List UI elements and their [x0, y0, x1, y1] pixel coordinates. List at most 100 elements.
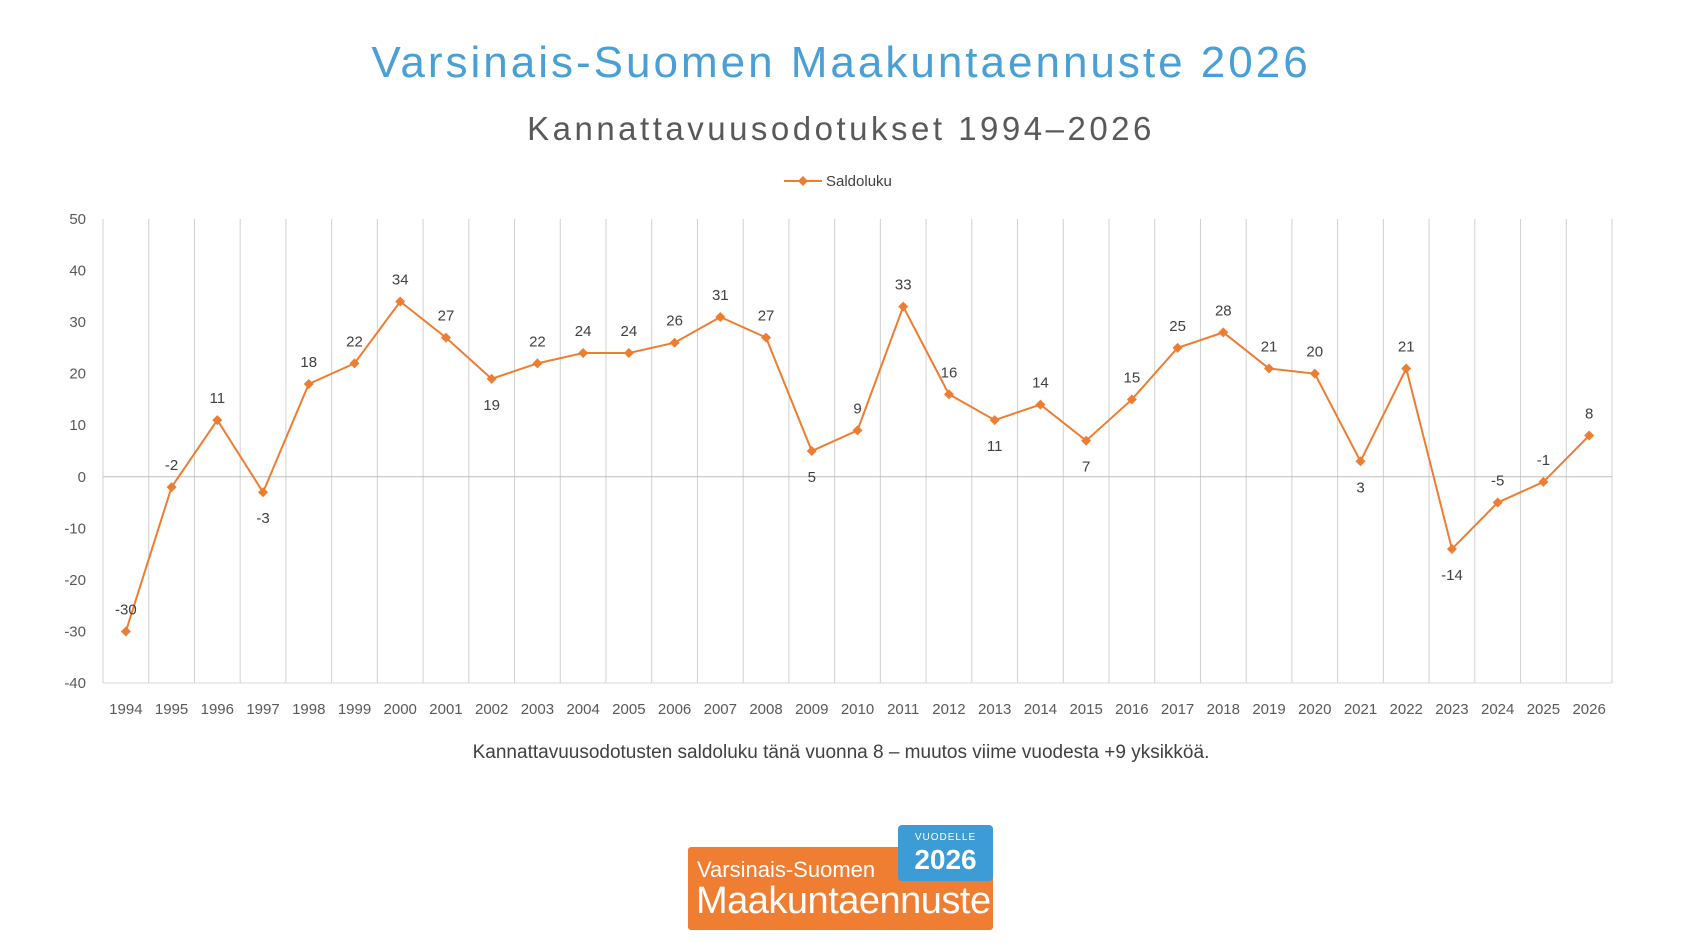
data-point	[989, 415, 1000, 426]
data-label: 24	[621, 323, 638, 340]
data-label: -5	[1491, 473, 1504, 490]
x-tick-label: 2003	[521, 701, 554, 718]
data-label: 20	[1306, 344, 1323, 361]
x-axis-ticks: 1994 1995 1996 1997 1998 1999 2000 2001 2002 2003…	[109, 701, 1606, 718]
data-point	[1264, 363, 1275, 374]
y-tick-label: -10	[64, 520, 86, 537]
y-tick-label: 20	[69, 366, 86, 383]
x-tick-label: 2007	[704, 701, 737, 718]
data-label: 19	[483, 397, 500, 414]
x-tick-label: 2020	[1298, 701, 1331, 718]
data-label: 7	[1082, 459, 1090, 476]
data-point	[120, 626, 131, 637]
data-point	[1309, 368, 1320, 379]
data-point	[1081, 435, 1092, 446]
data-label: -30	[115, 601, 137, 618]
data-point	[1446, 543, 1457, 554]
x-tick-label: 2022	[1390, 701, 1423, 718]
x-tick-label: 1997	[246, 701, 279, 718]
y-tick-label: 30	[69, 314, 86, 331]
grid-lines	[102, 219, 1613, 683]
data-point	[806, 446, 817, 456]
logo-badge-small-text: VUODELLE	[914, 832, 977, 843]
data-point	[1492, 497, 1503, 508]
data-label: 34	[392, 271, 409, 288]
data-label: 15	[1124, 369, 1141, 386]
data-label: -14	[1441, 567, 1463, 584]
x-tick-label: 2008	[749, 701, 782, 718]
data-point	[669, 337, 680, 348]
data-label: 9	[853, 400, 861, 417]
data-label: 18	[300, 354, 317, 371]
x-tick-label: 2016	[1115, 701, 1148, 718]
data-point	[486, 373, 497, 384]
x-tick-label: 2011	[887, 701, 919, 718]
logo-badge-year: 2026	[914, 844, 977, 875]
x-tick-label: 2013	[978, 701, 1011, 718]
data-label: 8	[1585, 406, 1593, 423]
data-label: 25	[1169, 318, 1186, 335]
data-label: 31	[712, 287, 729, 304]
x-tick-label: 2015	[1069, 701, 1102, 718]
data-point	[898, 301, 909, 312]
y-tick-label: -30	[64, 623, 86, 640]
x-tick-label: 1999	[338, 701, 371, 718]
data-label: 24	[575, 323, 592, 340]
x-tick-label: 1995	[155, 701, 188, 718]
x-tick-label: 2024	[1481, 701, 1514, 718]
x-tick-label: 2025	[1527, 701, 1560, 718]
logo-year-badge: VUODELLE 2026	[898, 825, 993, 881]
y-axis-ticks: 50 40 30 20 10 0 -10 -20 -30 -40	[64, 211, 86, 692]
data-point	[440, 332, 451, 343]
data-label: 22	[529, 333, 546, 350]
x-tick-label: 2006	[658, 701, 691, 718]
data-point	[1218, 327, 1229, 338]
x-tick-label: 2001	[429, 701, 462, 718]
x-tick-label: 1996	[201, 701, 234, 718]
x-tick-label: 1998	[292, 701, 325, 718]
data-point	[532, 358, 543, 369]
data-point	[1584, 430, 1595, 441]
data-label: 27	[438, 308, 455, 325]
y-tick-label: -40	[64, 675, 86, 692]
x-tick-label: 2019	[1252, 701, 1285, 718]
y-tick-label: 0	[78, 469, 86, 486]
data-label: -2	[165, 457, 178, 474]
data-point	[623, 348, 634, 359]
data-label: 16	[941, 364, 958, 381]
data-point	[578, 348, 589, 359]
data-point	[349, 358, 360, 369]
x-tick-label: 2026	[1572, 701, 1605, 718]
data-point	[1355, 456, 1366, 467]
data-point	[1035, 399, 1046, 410]
y-tick-label: 50	[69, 211, 86, 228]
data-label: 5	[808, 469, 816, 486]
x-tick-label: 2004	[566, 701, 599, 718]
axes	[103, 476, 1612, 684]
chart-title: Varsinais-Suomen Maakuntaennuste 2026	[371, 38, 1311, 87]
data-label: 33	[895, 277, 912, 294]
maakuntaennuste-logo: Varsinais-Suomen Maakuntaennuste VUODELL…	[688, 825, 993, 930]
data-point	[1126, 394, 1137, 405]
data-point	[943, 389, 954, 400]
y-tick-label: 10	[69, 417, 86, 434]
data-label: 28	[1215, 302, 1232, 319]
data-point	[1401, 363, 1412, 374]
series-line	[124, 300, 1590, 632]
data-label: 11	[210, 390, 226, 407]
data-label: 11	[987, 438, 1003, 455]
x-tick-label: 2014	[1024, 701, 1057, 718]
data-labels: -30 -2 11 -3 18 22 34 27 19 22 24 24 26 31 27 5 9 33 16 11 1…	[115, 271, 1593, 618]
y-tick-label: 40	[69, 263, 86, 280]
chart-subtitle: Kannattavuusodotukset 1994–2026	[527, 110, 1155, 147]
x-tick-label: 2023	[1435, 701, 1468, 718]
x-tick-label: 2010	[841, 701, 874, 718]
series-saldoluku	[120, 296, 1595, 637]
data-point	[1538, 476, 1549, 487]
x-tick-label: 2002	[475, 701, 508, 718]
data-label: 21	[1261, 339, 1278, 356]
logo-line-1: Varsinais-Suomen	[697, 857, 876, 882]
legend: Saldoluku	[784, 173, 892, 190]
data-point	[303, 378, 314, 389]
